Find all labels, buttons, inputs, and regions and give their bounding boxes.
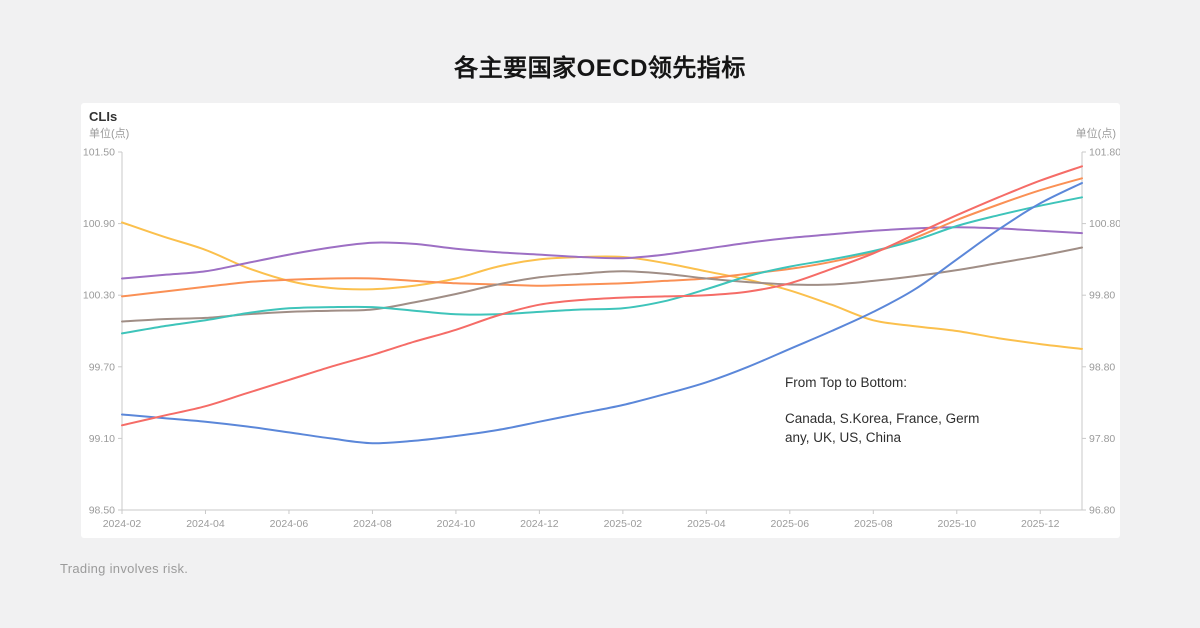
series-line-us bbox=[121, 182, 1083, 445]
y-tick-label-left: 99.10 bbox=[89, 433, 115, 445]
y-tick-label-right: 98.80 bbox=[1089, 361, 1115, 373]
series-line-france bbox=[121, 177, 1083, 298]
x-tick-label: 2025-04 bbox=[687, 518, 726, 530]
y-tick-label-right: 99.80 bbox=[1089, 290, 1115, 302]
y-tick-label-left: 100.90 bbox=[83, 218, 115, 230]
y-tick-label-right: 100.80 bbox=[1089, 218, 1120, 230]
y-tick-label-right: 97.80 bbox=[1089, 433, 1115, 445]
x-tick-label: 2024-02 bbox=[103, 518, 142, 530]
x-tick-label: 2024-08 bbox=[353, 518, 392, 530]
right-axis-unit-label: 单位(点) bbox=[1075, 128, 1116, 140]
page-title: 各主要国家OECD领先指标 bbox=[454, 55, 746, 82]
series-line-germany bbox=[121, 246, 1083, 323]
chart-annotation: From Top to Bottom: Canada, S.Korea, Fra… bbox=[785, 373, 985, 448]
x-tick-label: 2024-06 bbox=[270, 518, 309, 530]
series-line-uk bbox=[121, 196, 1083, 335]
left-axis-unit-label: 单位(点) bbox=[89, 128, 130, 140]
x-tick-label: 2025-08 bbox=[854, 518, 893, 530]
x-tick-label: 2024-12 bbox=[520, 518, 559, 530]
x-tick-label: 2025-02 bbox=[604, 518, 643, 530]
disclaimer-text: Trading involves risk. bbox=[60, 561, 189, 576]
x-tick-label: 2024-04 bbox=[186, 518, 225, 530]
x-tick-label: 2025-10 bbox=[938, 518, 977, 530]
annotation-body: Canada, S.Korea, France, Germany, UK, US… bbox=[785, 410, 980, 446]
y-tick-label-right: 96.80 bbox=[1089, 505, 1115, 517]
x-tick-label: 2025-06 bbox=[771, 518, 810, 530]
cli-line-chart: 101.50 100.90 100.30 99.70 99.10 98.50 101.80 1… bbox=[83, 147, 1120, 531]
series-line-s-korea bbox=[121, 226, 1083, 280]
series-line-canada bbox=[121, 221, 1083, 350]
annotation-title: From Top to Bottom: bbox=[785, 375, 908, 390]
y-tick-label-left: 99.70 bbox=[89, 361, 115, 373]
y-tick-label-right: 101.80 bbox=[1089, 147, 1120, 159]
x-tick-label: 2025-12 bbox=[1021, 518, 1060, 530]
x-tick-label: 2024-10 bbox=[437, 518, 476, 530]
cli-chart-card: 101.50 100.90 100.30 99.70 99.10 98.50 101.80 1… bbox=[81, 103, 1120, 538]
series-line-china bbox=[121, 165, 1083, 427]
y-tick-label-left: 100.30 bbox=[83, 290, 115, 302]
chart-name-label: CLIs bbox=[89, 109, 118, 124]
y-tick-label-left: 98.50 bbox=[89, 505, 115, 517]
y-tick-label-left: 101.50 bbox=[83, 147, 115, 159]
